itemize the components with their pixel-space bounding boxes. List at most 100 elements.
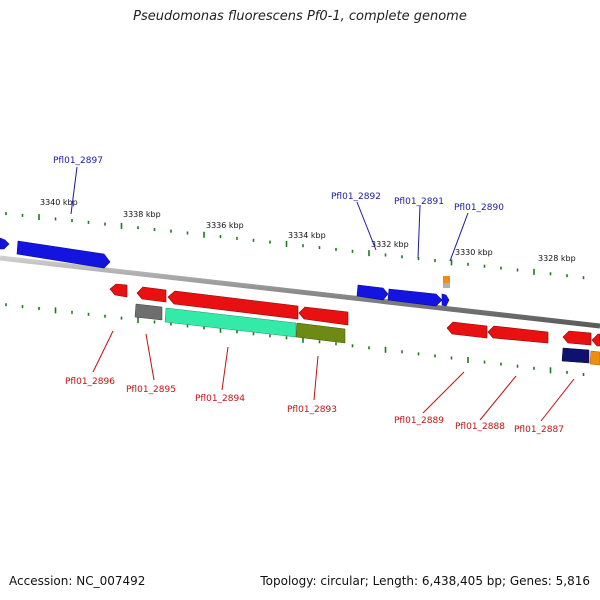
minor-tick [483,360,486,364]
minor-tick [516,364,519,368]
gene-label-pfl01-2896[interactable]: Pfl01_2896 [65,377,115,387]
leader-line-pfl01-2889 [422,371,465,414]
minor-tick [153,320,156,324]
scale-label-3328: 3328 kbp [538,254,576,263]
cog-box-orange [589,350,600,366]
gene-feature-pfl01-2888[interactable] [487,325,549,344]
minor-tick [153,228,156,231]
leader-line-pfl01-2893 [313,355,319,401]
gene-feature-reverse-edge[interactable] [591,333,600,347]
minor-tick [318,246,321,250]
gene-feature-pfl01-2894[interactable] [167,290,299,320]
major-tick [302,336,304,343]
minor-tick [500,266,502,270]
leader-line-pfl01-2892 [356,201,377,251]
minor-tick [434,259,436,263]
minor-tick [335,247,337,251]
gene-label-pfl01-2887[interactable]: Pfl01_2887 [514,425,564,435]
minor-tick [5,212,7,216]
minor-tick [566,274,568,278]
minor-tick [401,350,403,354]
minor-tick [120,316,123,320]
outer-tick-track [5,212,585,280]
leader-line-pfl01-2887 [540,378,575,422]
gene-label-pfl01-2889[interactable]: Pfl01_2889 [394,416,444,426]
minor-tick [434,354,436,358]
minor-tick [186,231,189,235]
cog-mark-orange [443,276,450,283]
major-tick [450,259,453,266]
major-tick [54,307,57,314]
minor-tick [566,370,568,374]
major-tick [120,222,123,229]
major-tick [38,214,40,221]
gene-feature-forward[interactable] [0,237,10,250]
minor-tick [104,222,106,226]
major-tick [137,317,139,324]
gene-label-pfl01-2893[interactable]: Pfl01_2893 [287,405,337,415]
major-tick [549,367,552,374]
minor-tick [302,244,304,248]
minor-tick [318,340,321,344]
cog-box-olive [295,322,346,344]
leader-line-pfl01-2891 [417,205,421,259]
gene-label-pfl01-2897[interactable]: Pfl01_2897 [53,156,103,166]
gene-feature-pfl01-2896[interactable] [109,283,128,298]
gene-label-pfl01-2894[interactable]: Pfl01_2894 [195,394,245,404]
minor-tick [38,307,40,310]
cog-box-navy [561,347,590,364]
minor-tick [335,342,337,346]
minor-tick [21,305,24,309]
scale-label-3330: 3330 kbp [455,248,493,257]
minor-tick [368,346,370,350]
gene-label-pfl01-2895[interactable]: Pfl01_2895 [126,385,176,395]
leader-line-pfl01-2896 [92,330,114,373]
gene-feature-pfl01-2890[interactable] [441,293,450,307]
gene-label-pfl01-2888[interactable]: Pfl01_2888 [455,422,505,432]
minor-tick [87,312,90,316]
leader-line-pfl01-2888 [479,375,517,421]
minor-tick [104,314,106,318]
leader-line-pfl01-2894 [221,346,229,391]
minor-tick [417,352,420,356]
gene-feature-pfl01-2893[interactable] [298,306,349,326]
gene-label-pfl01-2890[interactable]: Pfl01_2890 [454,203,504,213]
minor-tick [5,303,7,307]
scale-label-3334: 3334 kbp [288,231,326,240]
major-tick [384,346,387,353]
minor-tick [252,238,255,242]
scale-label-3336: 3336 kbp [206,221,244,230]
gene-feature-pfl01-2889[interactable] [446,321,488,339]
minor-tick [219,235,222,239]
accession-label: Accession: NC_007492 [9,574,146,588]
minor-tick [467,262,469,266]
major-tick [203,231,205,238]
cog-mark-gray [443,283,450,288]
minor-tick [170,322,172,326]
gene-feature-pfl01-2887[interactable] [562,330,592,346]
map-title: Pseudomonas fluorescens Pf0-1, complete … [133,9,467,24]
gene-label-pfl01-2891[interactable]: Pfl01_2891 [394,197,444,207]
gene-feature-pfl01-2892[interactable] [356,284,389,301]
scale-label-3340: 3340 kbp [40,198,78,207]
minor-tick [582,276,585,280]
gene-feature-pfl01-2897[interactable] [16,240,111,269]
gene-label-pfl01-2892[interactable]: Pfl01_2892 [331,192,381,202]
minor-tick [186,324,189,328]
gene-feature-pfl01-2891[interactable] [387,288,443,307]
minor-tick [285,336,288,340]
minor-tick [582,373,585,376]
minor-tick [21,213,24,217]
minor-tick [269,240,271,244]
major-tick [219,326,222,333]
major-tick [368,250,370,257]
minor-tick [236,236,238,240]
gene-feature-pfl01-2895[interactable] [136,286,167,303]
minor-tick [71,219,73,223]
minor-tick [170,229,172,233]
minor-tick [500,362,502,366]
scale-label-3338: 3338 kbp [123,210,161,219]
minor-tick [417,257,420,261]
minor-tick [384,253,387,257]
major-tick [285,240,288,247]
